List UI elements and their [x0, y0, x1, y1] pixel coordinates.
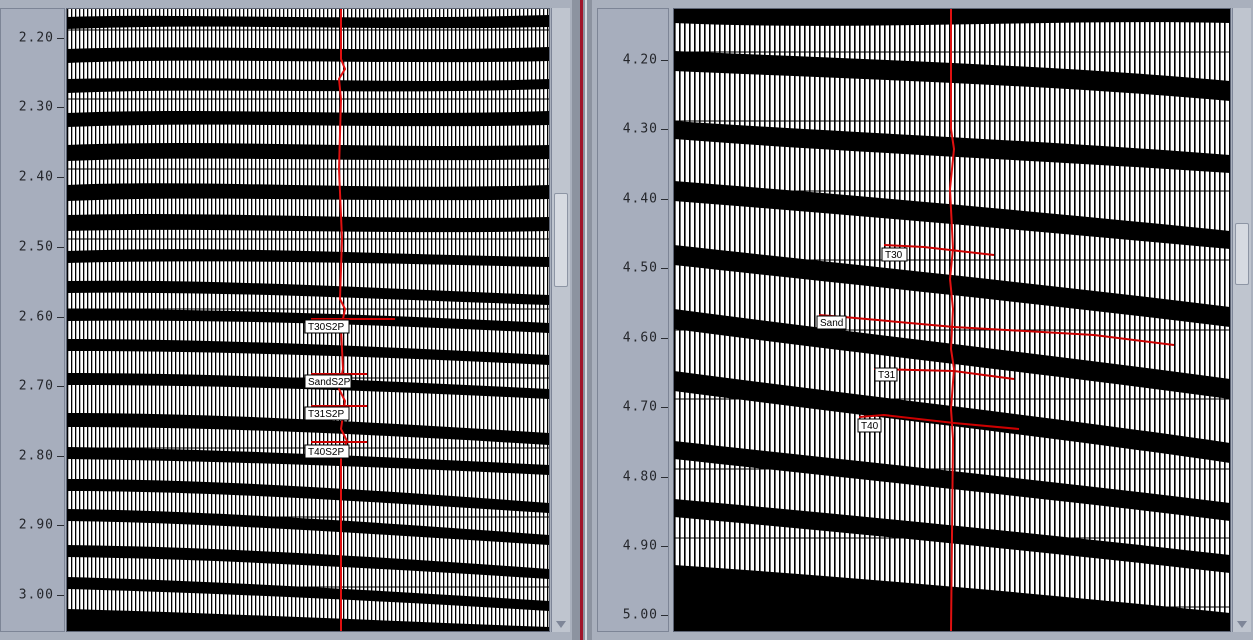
well-track[interactable]: [948, 9, 956, 631]
horizon-label: T30S2P: [308, 322, 344, 333]
time-tick-label: 2.50: [18, 239, 54, 255]
scrollbar-thumb[interactable]: [554, 193, 568, 287]
horizon-label: Sand: [820, 318, 843, 329]
time-tick-mark: [661, 546, 668, 547]
right-vertical-scrollbar[interactable]: [1232, 8, 1251, 632]
time-tick-label: 4.50: [622, 260, 658, 276]
time-tick-mark: [57, 525, 64, 526]
time-tick-label: 2.80: [18, 448, 54, 464]
time-tick-label: 2.20: [18, 30, 54, 46]
time-tick-label: 2.70: [18, 378, 54, 394]
horizon-label: SandS2P: [308, 377, 351, 388]
time-tick-mark: [661, 60, 668, 61]
horizon-label: T31: [878, 370, 896, 381]
horizon-label-group[interactable]: T30 Sand T31 T40: [816, 247, 908, 433]
scroll-down-arrow-icon[interactable]: [1237, 621, 1247, 628]
time-tick-mark: [661, 338, 668, 339]
time-tick-label: 3.00: [18, 587, 54, 603]
left-seismic-canvas: T30S2P SandS2P T31S2P T40S2P: [67, 9, 549, 631]
scroll-down-arrow-icon[interactable]: [556, 621, 566, 628]
time-tick-label: 4.30: [622, 121, 658, 137]
time-tick-label: 2.40: [18, 169, 54, 185]
time-tick-label: 4.60: [622, 330, 658, 346]
right-seismic-canvas: T30 Sand T31 T40: [674, 9, 1230, 631]
time-tick-label: 2.90: [18, 517, 54, 533]
splitter-gray-line: [585, 0, 587, 640]
left-seismic-section[interactable]: T30S2P SandS2P T31S2P T40S2P: [66, 8, 550, 632]
left-seismic-panel: 2.20 2.30 2.40 2.50 2.60 2.70 2.80 2.90 …: [0, 0, 572, 640]
right-seismic-section[interactable]: T30 Sand T31 T40: [673, 8, 1231, 632]
time-tick-label: 4.70: [622, 399, 658, 415]
time-tick-mark: [57, 177, 64, 178]
time-tick-mark: [661, 615, 668, 616]
time-tick-mark: [661, 407, 668, 408]
time-tick-label: 4.90: [622, 538, 658, 554]
time-tick-label: 5.00: [622, 607, 658, 623]
horizon-label-group[interactable]: T30S2P SandS2P T31S2P T40S2P: [304, 319, 352, 459]
time-tick-mark: [57, 386, 64, 387]
time-tick-mark: [661, 199, 668, 200]
time-tick-mark: [57, 317, 64, 318]
time-tick-mark: [57, 38, 64, 39]
right-seismic-panel: 4.20 4.30 4.40 4.50 4.60 4.70 4.80 4.90 …: [592, 0, 1253, 640]
time-tick-mark: [661, 477, 668, 478]
time-tick-mark: [661, 129, 668, 130]
well-track[interactable]: [337, 9, 349, 631]
left-vertical-scrollbar[interactable]: [551, 8, 570, 632]
panel-splitter[interactable]: [572, 0, 592, 640]
time-tick-mark: [57, 456, 64, 457]
horizon-label: T30: [885, 250, 903, 261]
left-time-axis: 2.20 2.30 2.40 2.50 2.60 2.70 2.80 2.90 …: [0, 8, 65, 632]
time-tick-label: 4.80: [622, 469, 658, 485]
horizon-picks: [311, 318, 395, 443]
time-tick-label: 2.30: [18, 99, 54, 115]
time-tick-label: 4.40: [622, 191, 658, 207]
seismic-reflectors: [67, 15, 549, 631]
time-tick-mark: [57, 107, 64, 108]
time-tick-label: 4.20: [622, 52, 658, 68]
right-time-axis: 4.20 4.30 4.40 4.50 4.60 4.70 4.80 4.90 …: [597, 8, 669, 632]
time-tick-mark: [57, 247, 64, 248]
horizon-label: T40: [861, 421, 879, 432]
scrollbar-thumb[interactable]: [1235, 223, 1249, 285]
horizon-label: T31S2P: [308, 409, 344, 420]
time-tick-mark: [57, 595, 64, 596]
time-tick-label: 2.60: [18, 309, 54, 325]
splitter-red-line: [580, 0, 583, 640]
horizon-label: T40S2P: [308, 447, 344, 458]
time-tick-mark: [661, 268, 668, 269]
